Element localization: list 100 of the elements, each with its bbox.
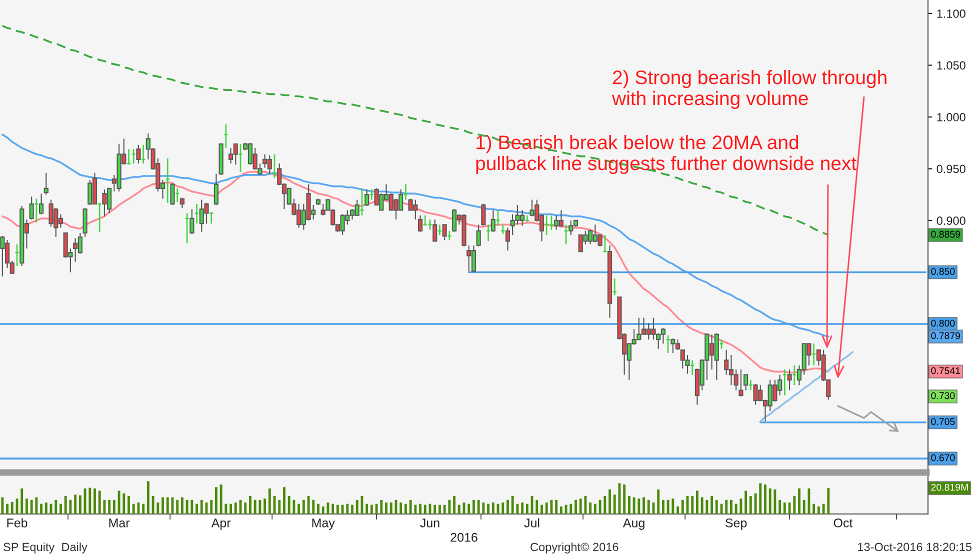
candlestick [29, 196, 34, 220]
bar [774, 489, 776, 514]
annotation: 0.7879 [931, 332, 960, 340]
bar [317, 504, 320, 514]
bar [472, 500, 475, 514]
bar [560, 506, 562, 514]
data-label: 0.705 [931, 418, 955, 425]
bar [30, 500, 33, 514]
bar [283, 487, 286, 514]
bar [234, 502, 237, 514]
bar [604, 496, 606, 514]
bar [691, 496, 694, 514]
bar [98, 490, 101, 514]
bar [44, 502, 48, 514]
bar [506, 500, 509, 514]
bar [356, 500, 358, 514]
candlestick [97, 202, 102, 233]
ref-line-label: 0.670 [931, 454, 955, 462]
bar [613, 494, 616, 514]
candlestick [316, 198, 321, 206]
bar [122, 493, 126, 514]
bar [166, 497, 169, 514]
bar [156, 502, 160, 514]
x-tick-label: Jun [420, 518, 440, 528]
bar [88, 488, 92, 514]
bar [322, 506, 324, 514]
bar [380, 500, 383, 514]
candlestick [782, 368, 788, 396]
bar [642, 497, 645, 514]
bar [118, 490, 120, 514]
candlestick [738, 369, 744, 398]
candlestick [612, 278, 618, 296]
bar [453, 496, 456, 514]
bar [574, 500, 577, 514]
bar [74, 494, 77, 514]
bar [180, 497, 184, 514]
candlestick [481, 203, 486, 226]
y-tick-label: 1.000 [937, 113, 966, 122]
bar [540, 504, 543, 514]
bar [336, 504, 339, 514]
bar [419, 504, 422, 514]
bar [710, 496, 714, 514]
bar [1, 497, 4, 514]
bar [502, 502, 504, 514]
bar [608, 489, 611, 514]
bar [112, 500, 116, 514]
text: SP Equity Daily [4, 542, 88, 554]
bar [424, 504, 426, 514]
bar [6, 504, 9, 514]
candlestick [602, 234, 608, 252]
candlestick [364, 188, 370, 207]
bar [200, 500, 203, 514]
candlestick [238, 143, 243, 173]
bar [768, 488, 772, 514]
bar [783, 502, 786, 514]
candlestick [82, 208, 88, 238]
bar [749, 496, 752, 514]
bar [725, 500, 728, 514]
candlestick [428, 218, 432, 230]
candlestick [505, 227, 510, 252]
x-tick-label: Sep [726, 518, 747, 530]
candlestick [131, 148, 136, 164]
annotation: 0.7541 [931, 367, 960, 374]
bar [385, 502, 388, 514]
candlestick [544, 214, 550, 236]
bar [511, 496, 514, 514]
bar [632, 497, 636, 514]
bar [438, 504, 441, 514]
text: 13-Oct-2016 18:20:15 [858, 542, 972, 552]
bar [128, 496, 130, 514]
bar [258, 500, 262, 514]
bar [759, 483, 762, 514]
bar [214, 487, 218, 514]
bar [744, 490, 748, 514]
bar [516, 504, 519, 514]
bar [108, 500, 111, 514]
text: 20.819M [931, 484, 968, 491]
bar [802, 500, 806, 514]
bar [570, 504, 572, 514]
bar [409, 500, 412, 514]
bar [375, 504, 378, 514]
bar [827, 488, 830, 514]
candlestick [811, 342, 816, 366]
bar [521, 502, 524, 514]
bar [623, 484, 626, 514]
bar [249, 496, 252, 514]
bar [492, 502, 494, 514]
candlestick [136, 144, 141, 164]
candlestick [208, 212, 214, 224]
bar [404, 504, 407, 514]
bar [400, 502, 402, 514]
bar [332, 504, 334, 514]
bar [487, 504, 490, 514]
bar [468, 504, 470, 514]
bar [822, 504, 825, 514]
candlestick [442, 224, 447, 241]
bar [142, 504, 145, 514]
bar [414, 504, 417, 514]
candlestick [607, 244, 612, 318]
bar [589, 502, 592, 514]
